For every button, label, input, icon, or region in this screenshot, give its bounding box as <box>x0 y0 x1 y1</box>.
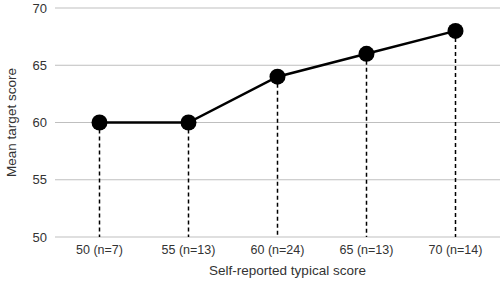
data-point <box>270 69 286 85</box>
data-point <box>181 115 197 131</box>
data-point <box>448 23 464 39</box>
drop-line <box>99 123 101 238</box>
drop-line <box>455 31 457 237</box>
chart-container: 50 55 60 65 70 50 (n=7) 55 (n=13) 60 (n=24) 65 (… <box>0 0 500 283</box>
y-tick-label: 50 <box>33 230 47 245</box>
drop-line <box>366 54 368 237</box>
data-point <box>92 115 108 131</box>
plot-area <box>92 23 464 237</box>
y-tick-label: 60 <box>33 115 47 130</box>
grid-line <box>55 179 500 180</box>
x-tick-label: 55 (n=13) <box>162 243 216 257</box>
y-tick-label: 70 <box>33 1 47 16</box>
y-axis-title: Mean target score <box>4 68 19 177</box>
grid-line <box>55 65 500 66</box>
y-tick-label: 65 <box>33 58 47 73</box>
drop-line <box>277 77 279 237</box>
chart-svg: 50 55 60 65 70 50 (n=7) 55 (n=13) 60 (n=24) 65 (… <box>0 0 500 283</box>
x-tick-label: 65 (n=13) <box>340 243 394 257</box>
x-tick-label: 70 (n=14) <box>429 243 483 257</box>
drop-line <box>188 123 190 238</box>
x-tick-label: 50 (n=7) <box>76 243 123 257</box>
grid-line <box>55 8 500 9</box>
x-axis-title: Self-reported typical score <box>209 263 366 278</box>
series-line <box>100 31 456 123</box>
data-point <box>359 46 375 62</box>
x-tick-label: 60 (n=24) <box>251 243 305 257</box>
y-tick-label: 55 <box>33 172 47 187</box>
